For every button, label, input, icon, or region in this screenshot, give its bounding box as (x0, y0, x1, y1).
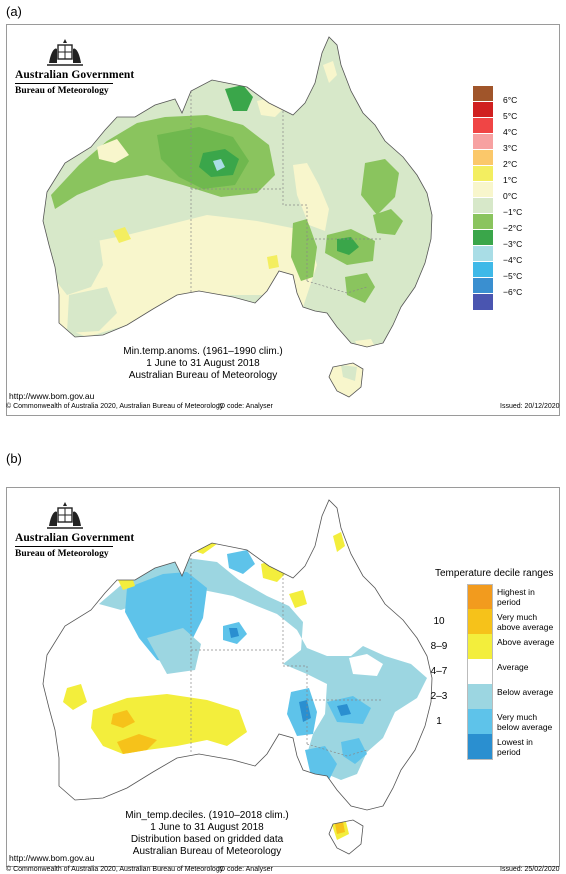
legend-label: −5°C (503, 271, 523, 281)
bureau-name: Bureau of Meteorology (15, 549, 109, 559)
panel-b-label: (b) (6, 451, 22, 466)
caption-line: Australian Bureau of Meteorology (128, 370, 278, 381)
legend-swatch (473, 133, 493, 150)
decile-label: Lowest in period (497, 737, 533, 757)
legend-swatch (473, 85, 493, 102)
legend-label: −4°C (503, 255, 523, 265)
panel-b-map: Australian Government Bureau of Meteorol… (6, 487, 560, 867)
legend-label: −1°C (503, 207, 523, 217)
legend-swatch (473, 229, 493, 246)
caption-line: Min_temp.deciles. (1910–2018 clim.) (125, 810, 289, 821)
decile-number: 8–9 (430, 641, 448, 652)
decile-label: Below average (497, 687, 554, 697)
legend-swatch (473, 101, 493, 118)
gov-name: Australian Government (15, 532, 135, 544)
decile-swatch (467, 684, 493, 709)
legend-label: 1°C (503, 175, 518, 185)
map-caption: Min_temp.deciles. (1910–2018 clim.) 1 Ju… (107, 810, 307, 858)
decile-label: Above average (497, 637, 555, 647)
legend-label: 4°C (503, 127, 518, 137)
decile-swatch (467, 659, 493, 684)
legend-label: 2°C (503, 159, 518, 169)
legend-label: −3°C (503, 239, 523, 249)
legend-swatch (473, 261, 493, 278)
decile-number: 2–3 (430, 691, 448, 702)
legend-label: −6°C (503, 287, 523, 297)
decile-swatch (467, 709, 493, 734)
legend-label: 0°C (503, 191, 518, 201)
decile-number: 4–7 (430, 666, 448, 677)
legend-label: 6°C (503, 95, 518, 105)
legend-swatch (473, 117, 493, 134)
legend-swatch (473, 181, 493, 198)
map-caption: Min.temp.anoms. (1961–1990 clim.) 1 June… (103, 346, 303, 382)
footer-id-code: ID code: Analyser (218, 403, 273, 410)
footer-id-code: ID code: Analyser (218, 866, 273, 873)
logo-divider (15, 83, 113, 84)
legend-swatch (473, 277, 493, 294)
gov-name: Australian Government (15, 69, 135, 81)
caption-line: 1 June to 31 August 2018 (146, 358, 260, 369)
decile-swatch (467, 609, 493, 634)
panel-a-label: (a) (6, 4, 22, 19)
decile-number: 10 (433, 616, 445, 627)
decile-number: 1 (436, 716, 442, 727)
bom-logo: Australian Government Bureau of Meteorol… (15, 37, 134, 96)
decile-label: Very much above average (497, 612, 554, 632)
legend-swatch (473, 149, 493, 166)
decile-swatch (467, 584, 493, 610)
footer-copyright: © Commonwealth of Australia 2020, Austra… (6, 403, 224, 410)
legend-label: −2°C (503, 223, 523, 233)
logo-divider (15, 546, 113, 547)
decile-legend-title: Temperature decile ranges (435, 568, 554, 579)
legend-label: 3°C (503, 143, 518, 153)
footer-issued: Issued: 25/02/2020 (500, 866, 560, 873)
decile-legend: Highest in period 10 Very much above avera… (425, 584, 555, 764)
decile-label: Average (497, 662, 529, 672)
bureau-name: Bureau of Meteorology (15, 86, 109, 96)
legend-swatch (473, 197, 493, 214)
legend-swatch (473, 165, 493, 182)
decile-swatch (467, 734, 493, 760)
panel-a-map: Australian Government Bureau of Meteorol… (6, 24, 560, 416)
footer-copyright: © Commonwealth of Australia 2020, Austra… (6, 866, 224, 873)
legend-swatch (473, 293, 493, 310)
decile-label: Highest in period (497, 587, 535, 607)
bom-logo: Australian Government Bureau of Meteorol… (15, 500, 134, 559)
caption-line: Australian Bureau of Meteorology (132, 846, 282, 857)
caption-line: 1 June to 31 August 2018 (150, 822, 264, 833)
legend-swatch (473, 213, 493, 230)
coat-of-arms-icon (47, 502, 83, 529)
decile-label: Very much below average (497, 712, 553, 732)
anomaly-legend: 6°C 5°C 4°C 3°C 2°C 1°C 0°C −1°C −2°C −3°C −4°C −5°… (473, 85, 553, 315)
australia-anomaly-map (42, 36, 433, 398)
bom-url[interactable]: http://www.bom.gov.au (9, 853, 95, 863)
caption-line: Distribution based on gridded data (130, 834, 284, 845)
legend-swatch (473, 245, 493, 262)
coat-of-arms-icon (47, 39, 83, 66)
australia-decile-map (42, 499, 433, 855)
caption-line: Min.temp.anoms. (1961–1990 clim.) (123, 346, 283, 357)
footer-issued: Issued: 20/12/2020 (500, 403, 560, 410)
legend-label: 5°C (503, 111, 518, 121)
bom-url[interactable]: http://www.bom.gov.au (9, 391, 95, 401)
decile-swatch (467, 634, 493, 659)
